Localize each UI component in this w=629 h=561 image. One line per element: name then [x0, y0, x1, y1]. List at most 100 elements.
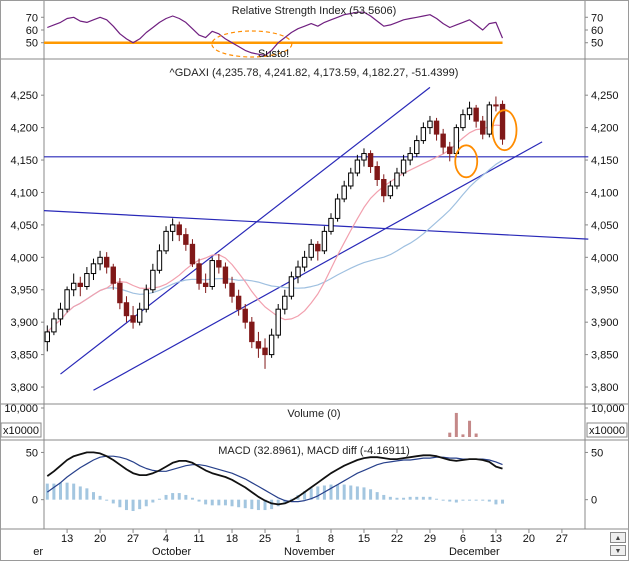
candle — [381, 178, 387, 197]
price-ytick-left: 3,800 — [10, 382, 38, 394]
multiplier-box-left — [0, 422, 42, 438]
macd-histogram-bar — [402, 497, 406, 500]
candle — [64, 289, 70, 310]
scroll-up-button[interactable]: ▲ — [610, 532, 626, 543]
volume-ytick-right: 10,000 — [591, 403, 625, 415]
macd-panel — [45, 451, 505, 511]
macd-histogram-bar — [98, 495, 102, 500]
price-ytick-right: 4,050 — [591, 220, 619, 232]
rsi-ytick-right: 50 — [591, 38, 603, 50]
candle — [400, 159, 407, 174]
price-ytick-left: 3,850 — [10, 350, 38, 362]
candle — [150, 269, 156, 291]
candle — [321, 230, 328, 252]
candle — [433, 120, 440, 135]
candle — [295, 266, 301, 278]
week-label: 15 — [358, 533, 370, 545]
rsi-ytick-right: 60 — [591, 25, 603, 37]
volume-multiplier-right: x10000 — [589, 425, 625, 437]
month-label: November — [284, 546, 335, 558]
macd-histogram-bar — [349, 485, 353, 500]
macd-histogram-bar — [144, 499, 148, 507]
macd-ytick-left: 50 — [26, 447, 38, 459]
candle — [460, 114, 466, 129]
macd-histogram-bar — [105, 499, 109, 501]
candle — [110, 266, 116, 284]
macd-histogram-bar — [428, 496, 432, 500]
week-label: 11 — [193, 533, 204, 545]
macd-histogram-bar — [342, 484, 346, 500]
candle — [229, 282, 235, 297]
candle — [262, 347, 268, 356]
macd-histogram-bar — [270, 499, 274, 510]
candle — [275, 308, 281, 336]
candle — [447, 146, 453, 155]
macd-histogram-bar — [204, 499, 208, 505]
price-ytick-right: 4,150 — [591, 155, 619, 167]
candle — [136, 308, 143, 323]
macd-histogram-bar — [230, 499, 234, 507]
macd-histogram-bar — [85, 488, 89, 500]
macd-ytick-right: 50 — [591, 447, 603, 459]
candle — [44, 331, 50, 343]
week-label: 27 — [127, 533, 139, 545]
price-ytick-right: 4,000 — [591, 252, 619, 264]
candle — [97, 256, 103, 265]
candle — [348, 172, 354, 187]
month-label: er — [33, 546, 43, 558]
volume-panel — [448, 412, 478, 437]
rsi-ytick-right: 70 — [591, 12, 603, 24]
susto-annotation-label: Susto! — [258, 48, 289, 60]
week-label: 1 — [295, 533, 301, 545]
rsi-title: Relative Strength Index (53.5606) — [232, 5, 397, 17]
week-label: 4 — [163, 533, 169, 545]
macd-histogram-bar — [355, 486, 359, 500]
macd-histogram-bar — [78, 486, 82, 500]
susto-ellipse — [211, 30, 293, 58]
price-ytick-left: 4,250 — [10, 90, 38, 102]
macd-histogram-bar — [151, 499, 155, 503]
candle — [486, 104, 493, 135]
candle — [394, 172, 400, 187]
price-ytick-right: 3,850 — [591, 350, 619, 362]
macd-histogram-bar — [415, 496, 419, 500]
macd-histogram-bar — [190, 497, 194, 500]
candle — [367, 153, 374, 168]
week-label: 20 — [523, 533, 535, 545]
candle — [176, 224, 182, 236]
macd-histogram-bar — [388, 496, 392, 500]
candle — [196, 263, 202, 284]
candle — [407, 153, 413, 161]
rsi-line — [47, 11, 504, 57]
macd-histogram-bar — [448, 499, 452, 502]
macd-histogram-bar — [481, 499, 485, 501]
candle — [117, 282, 123, 304]
candle — [235, 295, 242, 310]
scroll-down-button[interactable]: ▼ — [610, 545, 626, 556]
macd-histogram-bar — [263, 499, 267, 511]
highlight-ellipse — [491, 109, 518, 152]
ma-long-line — [46, 159, 503, 333]
macd-histogram-bar — [309, 488, 313, 500]
week-label: 29 — [424, 533, 436, 545]
candle — [103, 256, 110, 268]
macd-histogram-bar — [487, 499, 491, 502]
candle — [222, 266, 229, 284]
macd-histogram-bar — [58, 482, 62, 500]
candle — [387, 185, 394, 197]
rsi-ytick-left: 50 — [26, 38, 38, 50]
candle — [466, 107, 473, 116]
macd-histogram-bar — [395, 497, 399, 500]
price-ytick-left: 3,950 — [10, 285, 38, 297]
candle — [288, 276, 295, 297]
macd-line — [46, 451, 503, 506]
candle — [143, 289, 149, 310]
candle — [70, 282, 77, 291]
macd-histogram-bar — [243, 499, 247, 509]
rsi-panel — [44, 11, 504, 58]
volume-bar — [468, 420, 472, 437]
macd-histogram-bar — [157, 498, 161, 500]
macd-histogram-bar — [91, 492, 95, 500]
macd-title: MACD (32.8961), MACD diff (-4.16911) — [218, 445, 410, 457]
